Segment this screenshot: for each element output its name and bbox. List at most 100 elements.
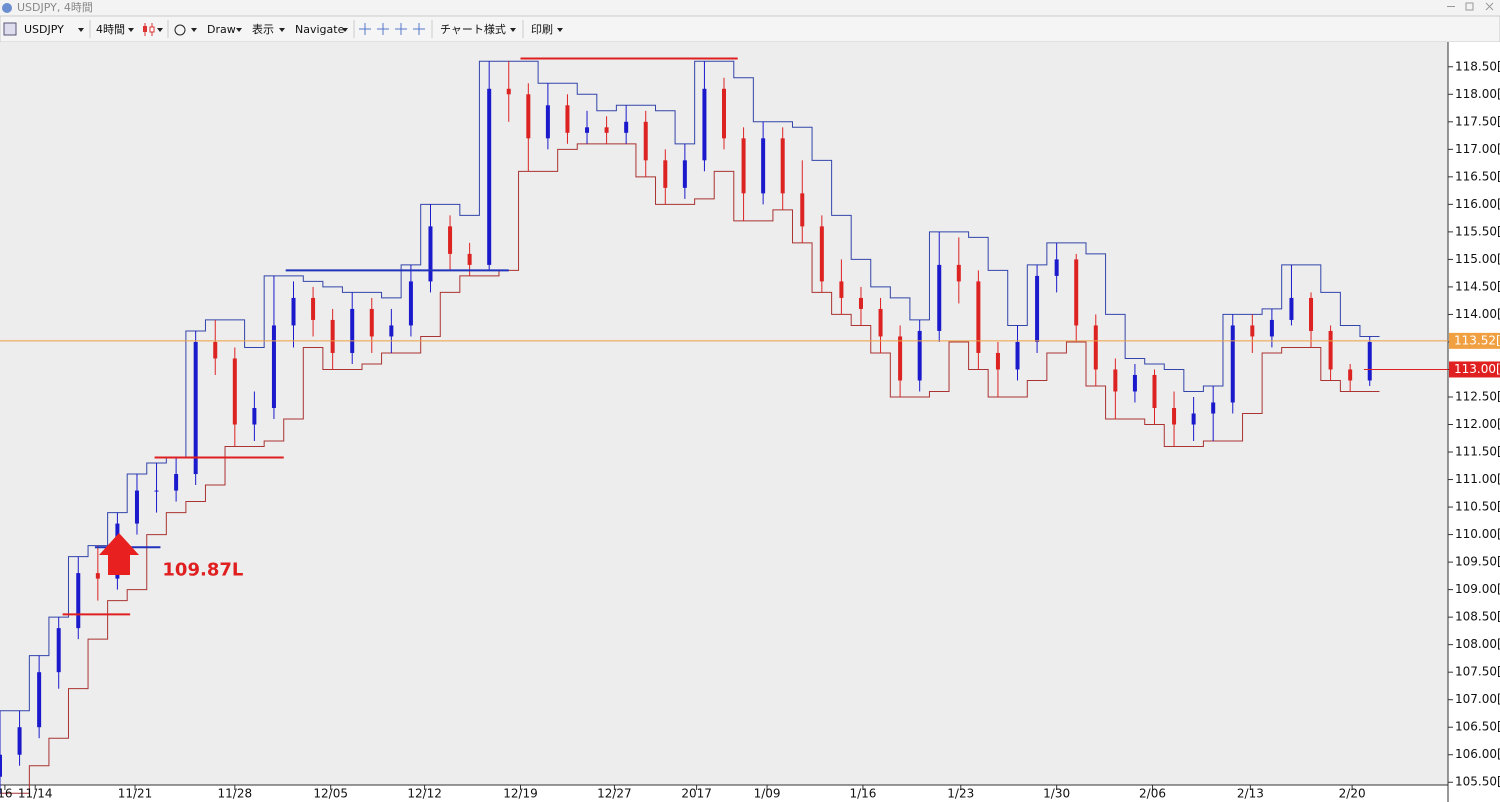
dropdown-arrow xyxy=(557,28,563,32)
plot-area xyxy=(0,42,1448,785)
candle-body xyxy=(976,281,981,353)
candle-body xyxy=(624,121,629,133)
candle-body xyxy=(1054,259,1059,276)
x-tick-label: 1/30 xyxy=(1043,787,1070,801)
minimize-button[interactable] xyxy=(1447,6,1455,7)
y-tick-label: 106.50[ xyxy=(1455,720,1500,734)
candle-body xyxy=(428,226,433,282)
candle-body xyxy=(604,127,609,133)
candle-body xyxy=(0,754,2,777)
y-tick-label: 109.00[ xyxy=(1455,582,1500,596)
candle-body xyxy=(1289,297,1294,320)
price-marker-box xyxy=(1449,332,1500,349)
candle-body xyxy=(1015,341,1020,370)
candle-body xyxy=(702,88,707,161)
candle-body xyxy=(1191,413,1196,425)
candle-body xyxy=(37,672,42,728)
candle-body xyxy=(174,474,179,491)
x-tick-label: 2017 xyxy=(681,787,712,801)
candle-body xyxy=(76,573,81,629)
chart-icon[interactable] xyxy=(3,22,17,36)
candle-body xyxy=(819,226,824,282)
candle-body xyxy=(369,308,374,337)
symbol-selector[interactable]: USDJPY xyxy=(24,23,64,36)
candle-body xyxy=(1250,325,1255,337)
toolbar xyxy=(0,15,1500,43)
candle-body xyxy=(408,281,413,326)
window-title: USDJPY, 4時間 xyxy=(17,1,93,14)
candle-body xyxy=(17,727,22,755)
candle-body xyxy=(663,160,668,188)
candle-body xyxy=(1348,369,1353,381)
candle-body xyxy=(487,88,492,265)
candle-body xyxy=(1093,325,1098,370)
candle-body xyxy=(1230,325,1235,403)
navigate-menu[interactable]: Navigate xyxy=(295,23,345,36)
candle-body xyxy=(1152,374,1157,408)
candle-body xyxy=(1269,319,1274,337)
dropdown-arrow xyxy=(510,28,516,32)
candle-body xyxy=(311,297,316,320)
x-tick-label: 2/06 xyxy=(1139,787,1166,801)
candle-body xyxy=(467,253,472,265)
candle-body xyxy=(134,490,139,524)
shape-tool[interactable] xyxy=(174,24,186,36)
candle-body xyxy=(1074,259,1079,326)
x-tick-label: 11/14 xyxy=(18,787,53,801)
dropdown-arrow xyxy=(236,28,242,32)
timeframe-selector[interactable]: 4時間 xyxy=(96,23,125,36)
y-tick-label: 106.00[ xyxy=(1455,747,1500,761)
x-tick-label: 1/16 xyxy=(849,787,876,801)
y-tick-label: 112.50[ xyxy=(1455,389,1500,403)
app-icon xyxy=(2,3,12,13)
price-marker-label: 113.00[ xyxy=(1454,362,1500,376)
y-tick-label: 111.50[ xyxy=(1455,445,1500,459)
candle-body xyxy=(839,281,844,298)
dropdown-arrow xyxy=(279,28,285,32)
y-axis-area xyxy=(1448,42,1500,802)
candle-body xyxy=(291,297,296,326)
dropdown-arrow xyxy=(157,28,163,32)
draw-menu[interactable]: Draw xyxy=(207,23,236,36)
candle-body xyxy=(526,94,531,139)
y-tick-label: 115.00[ xyxy=(1455,252,1500,266)
candle-body xyxy=(95,573,100,579)
close-button[interactable] xyxy=(1485,2,1494,11)
candle-body xyxy=(780,138,785,194)
candle-body xyxy=(858,297,863,309)
x-tick-label: 2/13 xyxy=(1237,787,1264,801)
candle-body xyxy=(448,226,453,254)
zoom-tools[interactable] xyxy=(359,23,425,35)
y-tick-label: 112.00[ xyxy=(1455,417,1500,431)
candle-body xyxy=(350,308,355,353)
candle-body xyxy=(643,121,648,161)
dropdown-arrow xyxy=(342,28,348,32)
channel-lower xyxy=(0,143,1380,794)
y-tick-label: 111.00[ xyxy=(1455,472,1500,486)
y-tick-label: 118.00[ xyxy=(1455,87,1500,101)
x-tick-label: 1/09 xyxy=(754,787,781,801)
x-tick-label: 11/28 xyxy=(218,787,253,801)
chart-style-menu[interactable]: チャート様式 xyxy=(440,22,506,36)
candle-body xyxy=(252,407,257,425)
dropdown-arrow xyxy=(128,28,134,32)
candle-body xyxy=(682,160,687,188)
y-tick-label: 118.50[ xyxy=(1455,59,1500,73)
y-tick-label: 116.00[ xyxy=(1455,197,1500,211)
candle-body xyxy=(898,336,903,381)
candle-body xyxy=(585,127,590,133)
y-tick-label: 108.00[ xyxy=(1455,637,1500,651)
y-tick-label: 114.00[ xyxy=(1455,307,1500,321)
candle-body xyxy=(722,88,726,139)
print-menu[interactable]: 印刷 xyxy=(531,23,553,36)
candle-icon[interactable] xyxy=(143,23,155,36)
view-menu[interactable]: 表示 xyxy=(252,22,274,36)
candle-body xyxy=(1113,369,1118,392)
y-tick-label: 110.50[ xyxy=(1455,500,1500,514)
y-tick-label: 117.50[ xyxy=(1455,114,1500,128)
y-tick-label: 109.50[ xyxy=(1455,555,1500,569)
x-tick-label: 12/27 xyxy=(597,787,632,801)
x-tick-label: 12/05 xyxy=(313,787,348,801)
maximize-button[interactable] xyxy=(1465,2,1474,11)
